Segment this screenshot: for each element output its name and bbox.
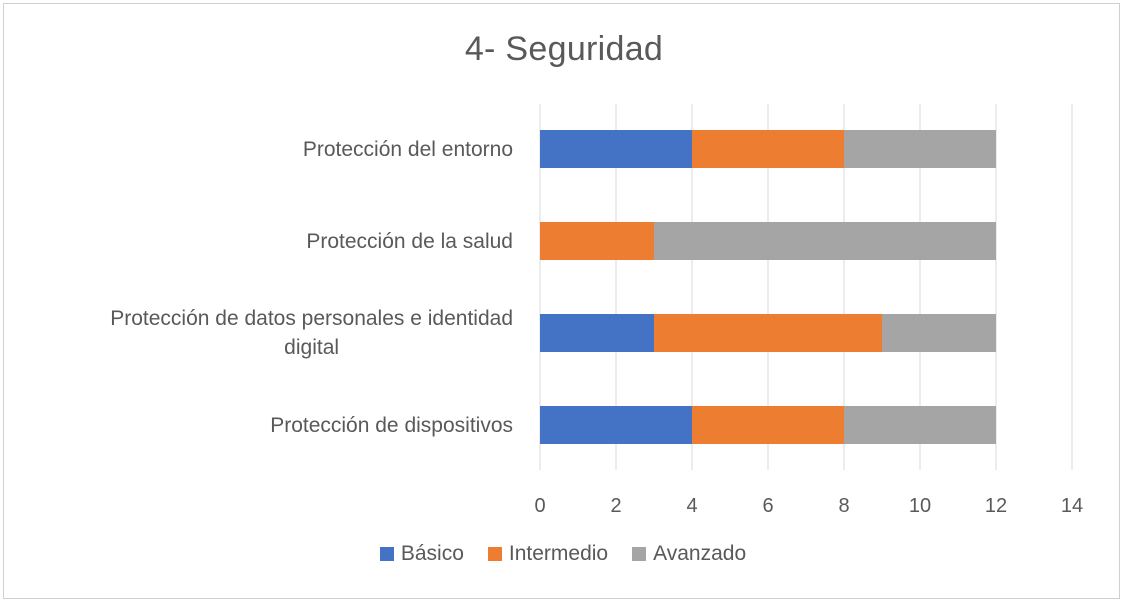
bar-intermedio-2 xyxy=(654,314,882,352)
category-label-3: Protección de dispositivos xyxy=(270,411,513,440)
x-tick-label-14: 14 xyxy=(1061,495,1083,517)
category-label-line: Protección de dispositivos xyxy=(270,413,513,437)
legend-swatch xyxy=(379,547,394,561)
category-label-line: Protección de la salud xyxy=(306,229,513,253)
bar-intermedio-0 xyxy=(692,130,844,168)
x-tick-label-10: 10 xyxy=(909,495,931,517)
x-tick-label-12: 12 xyxy=(985,495,1007,517)
category-label-2: Protección de datos personales e identid… xyxy=(110,304,513,362)
legend-label: Avanzado xyxy=(653,542,747,565)
x-tick-label-6: 6 xyxy=(762,495,773,517)
legend-label: Básico xyxy=(400,542,464,565)
chart-frame: 4- Seguridad xyxy=(3,3,1120,599)
legend-label: Intermedio xyxy=(508,542,609,565)
legend-item-intermedio: Intermedio xyxy=(487,542,609,566)
bar-intermedio-1 xyxy=(540,222,654,260)
legend-item-avanzado: Avanzado xyxy=(632,542,746,566)
category-label-line: Protección del entorno xyxy=(302,137,513,161)
category-label-0: Protección del entorno xyxy=(303,135,513,164)
category-label-1: Protección de la salud xyxy=(306,227,513,256)
bar-avanzado-1 xyxy=(654,222,996,260)
chart-title: 4- Seguridad xyxy=(464,30,664,68)
bar-básico-3 xyxy=(540,406,692,444)
chart-legend: Básico Intermedio Avanzado xyxy=(0,542,1126,566)
x-tick-label-8: 8 xyxy=(838,495,849,517)
bar-avanzado-0 xyxy=(844,130,996,168)
bar-avanzado-3 xyxy=(844,406,996,444)
legend-swatch xyxy=(487,547,502,561)
bar-básico-0 xyxy=(540,130,692,168)
bar-avanzado-2 xyxy=(882,314,996,352)
category-label-line: digital xyxy=(284,336,340,359)
legend-swatch xyxy=(632,547,647,561)
category-label-line: Protección de datos personales e identid… xyxy=(110,307,513,330)
x-tick-label-2: 2 xyxy=(610,495,621,517)
legend-item-básico: Básico xyxy=(379,542,464,566)
bar-básico-2 xyxy=(540,314,654,352)
bar-intermedio-3 xyxy=(692,406,844,444)
x-tick-label-4: 4 xyxy=(686,495,697,517)
x-tick-label-0: 0 xyxy=(534,495,545,517)
